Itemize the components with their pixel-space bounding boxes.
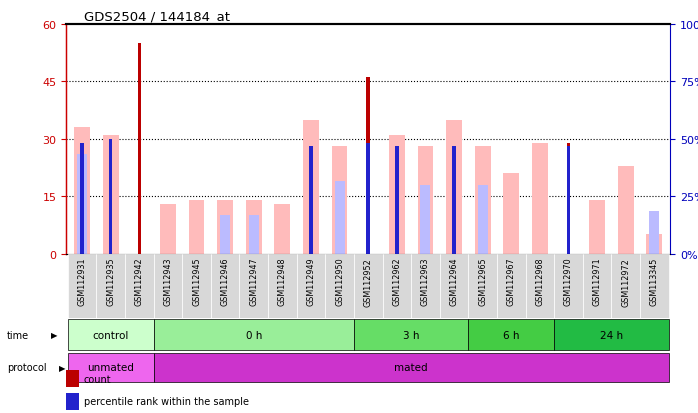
Bar [74, 128, 90, 254]
Bar [220, 216, 230, 254]
Bar [618, 166, 634, 254]
Bar [640, 254, 669, 318]
Bar [68, 353, 154, 382]
Text: GSM112948: GSM112948 [278, 257, 287, 306]
Bar [332, 147, 348, 254]
Bar [477, 185, 488, 254]
Bar [383, 254, 411, 318]
Bar [583, 254, 611, 318]
Text: 0 h: 0 h [246, 330, 262, 340]
Bar [497, 254, 526, 318]
Bar [109, 140, 112, 254]
Bar [417, 147, 433, 254]
Bar [154, 254, 182, 318]
Bar [440, 254, 468, 318]
Bar [211, 254, 239, 318]
Text: unmated: unmated [87, 362, 134, 373]
Bar [646, 235, 662, 254]
Bar [154, 319, 354, 351]
Bar [366, 78, 370, 254]
Bar [246, 200, 262, 254]
Text: percentile rank within the sample: percentile rank within the sample [84, 396, 248, 406]
Bar [395, 147, 399, 254]
Text: GSM112943: GSM112943 [163, 257, 172, 306]
Text: protocol: protocol [7, 362, 47, 373]
Bar [649, 212, 660, 254]
Bar [297, 254, 325, 318]
Bar [217, 200, 233, 254]
Bar [532, 143, 548, 254]
Text: GSM112935: GSM112935 [106, 257, 115, 306]
Bar [503, 174, 519, 254]
Bar [303, 120, 319, 254]
Bar [248, 216, 259, 254]
Bar [68, 319, 154, 351]
Bar [567, 143, 570, 254]
Bar [468, 319, 554, 351]
Bar [567, 147, 570, 254]
Bar [589, 200, 605, 254]
Text: 24 h: 24 h [600, 330, 623, 340]
Text: GSM112946: GSM112946 [221, 257, 230, 306]
Text: 6 h: 6 h [503, 330, 519, 340]
Bar [526, 254, 554, 318]
Text: GSM112965: GSM112965 [478, 257, 487, 306]
Bar [446, 120, 462, 254]
Text: GSM112967: GSM112967 [507, 257, 516, 306]
Bar [239, 254, 268, 318]
Text: GSM112947: GSM112947 [249, 257, 258, 306]
Text: GSM112942: GSM112942 [135, 257, 144, 306]
Bar [354, 254, 383, 318]
Bar [468, 254, 497, 318]
Bar [334, 181, 345, 254]
Text: GSM112964: GSM112964 [450, 257, 459, 306]
Bar [389, 135, 405, 254]
Text: GSM112950: GSM112950 [335, 257, 344, 306]
Bar [554, 254, 583, 318]
Text: ▶: ▶ [59, 363, 66, 372]
Bar [188, 200, 205, 254]
Bar [80, 143, 84, 254]
Bar [138, 44, 141, 254]
Text: ▶: ▶ [51, 330, 57, 339]
Bar [274, 204, 290, 254]
Bar [160, 204, 176, 254]
Text: 3 h: 3 h [403, 330, 419, 340]
Bar [420, 185, 431, 254]
Text: GSM112968: GSM112968 [535, 257, 544, 306]
Text: GSM112931: GSM112931 [77, 257, 87, 306]
Bar [68, 254, 96, 318]
Bar [611, 254, 640, 318]
Text: GSM112962: GSM112962 [392, 257, 401, 306]
Text: count: count [84, 374, 112, 384]
Bar [268, 254, 297, 318]
Bar [154, 353, 669, 382]
Bar [366, 143, 370, 254]
Text: GSM112971: GSM112971 [593, 257, 602, 306]
Text: GSM112952: GSM112952 [364, 257, 373, 306]
Bar [77, 154, 87, 254]
Bar [325, 254, 354, 318]
Text: GSM112972: GSM112972 [621, 257, 630, 306]
Bar [354, 319, 468, 351]
Bar [554, 319, 669, 351]
Bar [96, 254, 125, 318]
Bar [475, 147, 491, 254]
Text: time: time [7, 330, 29, 340]
Text: GDS2504 / 144184_at: GDS2504 / 144184_at [84, 10, 230, 23]
Text: GSM112945: GSM112945 [192, 257, 201, 306]
Bar [309, 147, 313, 254]
Text: GSM113345: GSM113345 [650, 257, 659, 306]
Text: mated: mated [394, 362, 428, 373]
Bar [182, 254, 211, 318]
Text: GSM112963: GSM112963 [421, 257, 430, 306]
Bar [125, 254, 154, 318]
Text: control: control [92, 330, 129, 340]
Bar [452, 147, 456, 254]
Text: GSM112949: GSM112949 [306, 257, 315, 306]
Text: GSM112970: GSM112970 [564, 257, 573, 306]
Bar [103, 135, 119, 254]
Bar [411, 254, 440, 318]
